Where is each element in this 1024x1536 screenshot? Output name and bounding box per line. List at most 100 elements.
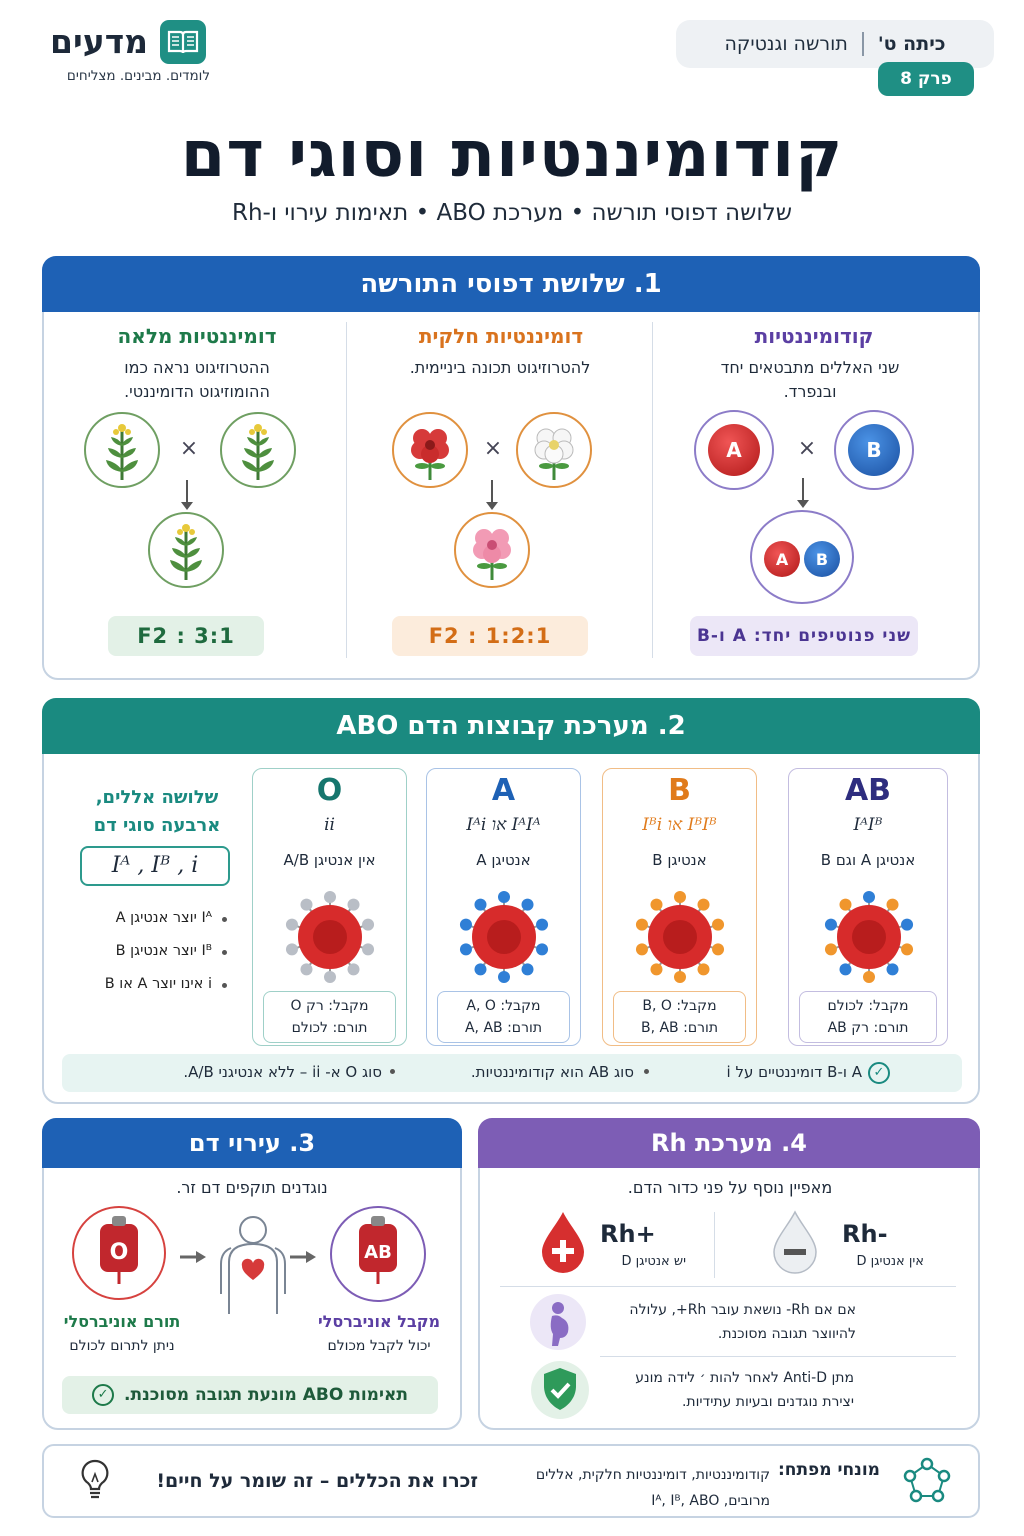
section2-title: 2. מערכת קבוצות הדם ABO xyxy=(336,711,686,741)
antigen-knob xyxy=(697,963,710,976)
incomplete-dominance-title: דומיננטיות חלקית xyxy=(418,324,584,348)
offspring-B: B xyxy=(804,541,840,577)
complete-dominance-desc: ההטרוזיגוט נראה כמו ההומוזיגוט הדומיננטי… xyxy=(124,358,270,401)
section3-title: 3. עירוי דם xyxy=(188,1129,316,1157)
antigen-knob xyxy=(498,891,510,903)
antigen-knob xyxy=(901,943,914,956)
antigen-knob xyxy=(362,943,375,956)
genotype: ii xyxy=(324,815,335,835)
genotype: IᴮIᴮ או Iᴮi xyxy=(642,815,717,835)
blood-type-card-A: A IᴬIᴬ או Iᴬi אנטיגן A מקבל: A, O תורם: … xyxy=(426,768,581,1046)
antigen-knob xyxy=(824,943,837,956)
anti-d-note: מתן Anti-D לאחר להות ׳ לידה מונע יצירת נ… xyxy=(635,1370,854,1410)
antigen-knob xyxy=(300,898,313,911)
receiver-desc: יכול לקבל מכולם xyxy=(327,1338,431,1354)
check-icon: ✓ xyxy=(868,1062,890,1084)
antigen-knob xyxy=(635,943,648,956)
alleles-box: Iᴬ , Iᴮ , i xyxy=(80,846,230,886)
incomplete-dominance-desc: להטרוזיגוט תכונה ביניימית. xyxy=(409,358,591,377)
antigen-knob xyxy=(285,918,298,931)
book-icon xyxy=(160,20,206,64)
red-flower-parent xyxy=(392,412,468,488)
abo-compat-bar: תאימות ABO מונעת תגובה מסוכנת. ✓ xyxy=(62,1376,438,1414)
antigen-knob xyxy=(498,971,510,983)
red-flower-icon xyxy=(411,429,449,480)
divider xyxy=(346,322,347,658)
white-flower-icon xyxy=(534,428,574,480)
bullet-dot xyxy=(222,983,227,988)
antigen-knob xyxy=(459,918,472,931)
antigen-knob xyxy=(886,898,899,911)
codominance-desc: שני האללים מתבטאים יחד ובנפרד. xyxy=(720,358,900,401)
plant-parent-2 xyxy=(220,412,296,488)
genotype: IᴬIᴬ או Iᴬi xyxy=(466,815,541,835)
yellow-plant-icon xyxy=(170,524,202,580)
rh-positive-drop-icon xyxy=(542,1212,584,1273)
bullet-dot xyxy=(222,950,227,955)
allele-bullet: i אינו יוצר A או B xyxy=(104,976,212,992)
antigen-knob xyxy=(347,898,360,911)
bullet-dot xyxy=(222,917,227,922)
receive-label: מקבל: A, O xyxy=(466,998,541,1014)
complete-dominance-result: F2 : 3:1 xyxy=(108,616,264,656)
antigen-knob xyxy=(474,963,487,976)
check-icon: ✓ xyxy=(92,1384,115,1406)
allele-bullet: Iᴮ יוצר אנטיגן B xyxy=(115,943,212,959)
footer-slogan: זכרו את הכללים – זה שומר על חיים! xyxy=(156,1470,478,1492)
antigen-knob xyxy=(650,898,663,911)
complete-dominance-title: דומיננטיות מלאה xyxy=(117,324,277,348)
chapter-badge: פרק 8 xyxy=(878,62,974,96)
type-label: B xyxy=(668,773,691,808)
yellow-plant-icon xyxy=(242,424,274,480)
cell-center xyxy=(487,920,521,954)
section4-header: 4. מערכת Rh xyxy=(478,1118,980,1168)
antigen-knob xyxy=(839,898,852,911)
antigen-knob xyxy=(674,971,686,983)
red-blood-cell-icon xyxy=(635,891,725,983)
pink-flower-offspring xyxy=(454,512,530,588)
summary-note: סוג O א- ii – ללא אנטיגני A/B. xyxy=(183,1063,382,1081)
rh-positive-label: Rh+ xyxy=(600,1220,656,1248)
genotype: IᴬIᴮ xyxy=(853,815,883,835)
bullet-dot xyxy=(390,1069,395,1074)
alleles-heading: שלושה אללים, ארבעה סוגי דם xyxy=(93,787,221,836)
codominance-result: שני פנוטיפים יחד: A ו-B xyxy=(690,616,918,656)
antigen-knob xyxy=(635,918,648,931)
white-flower-parent xyxy=(516,412,592,488)
antigen-knob xyxy=(324,971,336,983)
antigen-knob xyxy=(901,918,914,931)
receive-label: מקבל: לכולם xyxy=(827,998,909,1014)
shield-check-icon xyxy=(531,1361,589,1419)
antigen-knob xyxy=(863,891,875,903)
key-terms-list: קודומיננטיות, דומיננטיות חלקית, אללים מר… xyxy=(535,1467,770,1509)
divider xyxy=(600,1356,956,1357)
antigen-knob xyxy=(674,891,686,903)
codominance-title: קודומיננטיות xyxy=(754,324,874,348)
antigen-knob xyxy=(839,963,852,976)
receive-label: מקבל: B, O xyxy=(642,998,717,1014)
blood-type-card-O: O ii אין אנטיגן A/B מקבל: רק O תורם: לכו… xyxy=(252,768,407,1046)
antigen-knob xyxy=(521,963,534,976)
pregnant-icon xyxy=(530,1294,586,1350)
cell-center xyxy=(313,920,347,954)
section1-title: 1. שלושת דפוסי התורשה xyxy=(360,269,662,299)
page-title: קודומיננטיות וסוגי דם xyxy=(180,118,844,192)
antigen-label: אין אנטיגן A/B xyxy=(283,851,376,869)
blood-bag-icon xyxy=(359,1216,397,1284)
antigen-knob xyxy=(650,963,663,976)
type-label: O xyxy=(316,773,343,808)
receiver-bag-label: AB xyxy=(364,1242,392,1263)
pink-flower-icon xyxy=(473,529,511,580)
bullet-dot xyxy=(644,1069,649,1074)
section3-header: 3. עירוי דם xyxy=(42,1118,462,1168)
donate-label: תורם: לכולם xyxy=(291,1020,368,1036)
antigen-knob xyxy=(459,943,472,956)
footer-key-terms xyxy=(42,1444,980,1518)
donor-bag-label: O xyxy=(109,1240,129,1265)
network-icon xyxy=(903,1457,951,1503)
compatibility-box: מקבל: רק O תורם: לכולם xyxy=(263,991,396,1043)
rh-negative-label: Rh- xyxy=(842,1220,888,1248)
red-blood-cell-icon xyxy=(459,891,549,983)
red-cell-A: A xyxy=(708,424,760,476)
key-terms-label: מונחי מפתח: xyxy=(777,1460,880,1480)
